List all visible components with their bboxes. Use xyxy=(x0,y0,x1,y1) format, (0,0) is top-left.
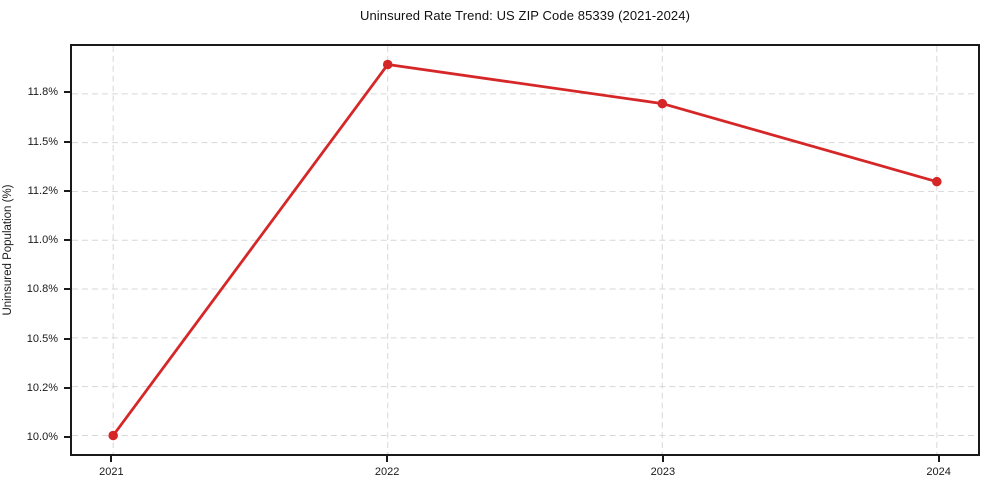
y-tick-mark xyxy=(64,91,70,94)
x-tick-label: 2024 xyxy=(926,466,951,478)
data-point xyxy=(657,98,668,109)
y-tick-label: 10.0% xyxy=(26,431,58,444)
data-point xyxy=(108,430,118,441)
y-tick-mark xyxy=(64,436,70,439)
plot-area xyxy=(70,44,980,456)
chart-svg xyxy=(72,46,978,454)
x-tick-mark xyxy=(386,456,389,462)
trend-line xyxy=(111,63,939,437)
y-tick-mark xyxy=(64,386,70,389)
y-tick-label: 11.8% xyxy=(27,86,58,99)
x-tick-label: 2021 xyxy=(99,466,124,478)
y-tick-mark xyxy=(64,239,70,242)
chart-title: Uninsured Rate Trend: US ZIP Code 85339 … xyxy=(359,8,691,23)
x-tick-label: 2022 xyxy=(374,466,400,478)
y-tick-mark xyxy=(64,288,70,291)
x-tick-mark xyxy=(937,456,940,462)
x-tick-mark xyxy=(110,456,113,462)
x-tick-label: 2023 xyxy=(650,466,676,478)
y-tick-label: 10.2% xyxy=(26,381,58,394)
x-tick-mark xyxy=(661,456,664,462)
y-tick-label: 11.0% xyxy=(27,234,58,247)
y-tick-label: 11.2% xyxy=(27,184,58,197)
data-point xyxy=(382,59,393,70)
y-tick-mark xyxy=(64,140,70,143)
y-tick-label: 10.5% xyxy=(26,332,58,345)
y-tick-mark xyxy=(64,189,70,192)
y-tick-label: 11.5% xyxy=(27,135,58,148)
y-tick-label: 10.8% xyxy=(26,283,58,296)
data-point xyxy=(932,176,942,187)
y-tick-mark xyxy=(64,337,70,340)
